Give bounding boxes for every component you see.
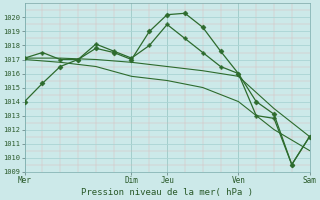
X-axis label: Pression niveau de la mer( hPa ): Pression niveau de la mer( hPa ) — [81, 188, 253, 197]
